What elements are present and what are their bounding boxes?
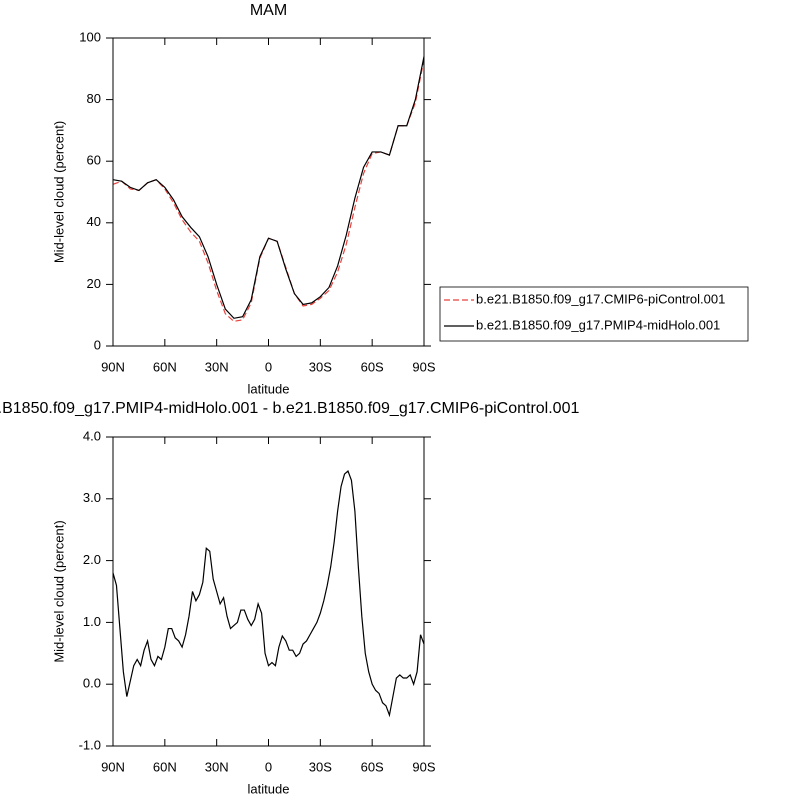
x-tick-label: 60S	[361, 759, 384, 774]
x-tick-label: 60N	[153, 759, 177, 774]
x-tick-label: 30S	[309, 359, 332, 374]
y-tick-label: 60	[87, 153, 101, 168]
y-axis-label: Mid-level cloud (percent)	[51, 121, 66, 263]
y-tick-label: -1.0	[79, 737, 101, 752]
x-axis-label: latitude	[248, 381, 290, 396]
x-tick-label: 90N	[101, 359, 125, 374]
y-tick-label: 40	[87, 214, 101, 229]
y-tick-label: 0	[94, 337, 101, 352]
x-axis-label: latitude	[248, 781, 290, 796]
y-tick-label: 20	[87, 276, 101, 291]
x-tick-label: 30N	[205, 359, 229, 374]
y-tick-label: 100	[79, 29, 101, 44]
x-tick-label: 30S	[309, 759, 332, 774]
plot-frame	[112, 436, 425, 747]
series-line	[112, 469, 425, 718]
chart-title: MAM	[250, 2, 287, 19]
x-tick-label: 90S	[412, 759, 435, 774]
y-tick-label: 1.0	[83, 614, 101, 629]
legend-label: b.e21.B1850.f09_g17.PMIP4-midHolo.001	[476, 317, 720, 332]
series-line	[112, 59, 425, 323]
series-line	[112, 56, 425, 319]
x-tick-label: 60N	[153, 359, 177, 374]
y-tick-label: 80	[87, 91, 101, 106]
plot-frame	[112, 37, 425, 347]
legend-box	[439, 286, 749, 342]
y-tick-label: 4.0	[83, 428, 101, 443]
x-tick-label: 90S	[412, 359, 435, 374]
y-tick-label: 3.0	[83, 490, 101, 505]
y-tick-label: 2.0	[83, 552, 101, 567]
x-tick-label: 60S	[361, 359, 384, 374]
legend-label: b.e21.B1850.f09_g17.CMIP6-piControl.001	[476, 291, 725, 306]
x-tick-label: 30N	[205, 759, 229, 774]
chart-title: b.e21.B1850.f09_g17.PMIP4-midHolo.001 - …	[0, 400, 579, 417]
y-tick-label: 0.0	[83, 676, 101, 691]
x-tick-label: 0	[265, 759, 272, 774]
y-axis-label: Mid-level cloud (percent)	[51, 520, 66, 662]
x-tick-label: 90N	[101, 759, 125, 774]
x-tick-label: 0	[265, 359, 272, 374]
